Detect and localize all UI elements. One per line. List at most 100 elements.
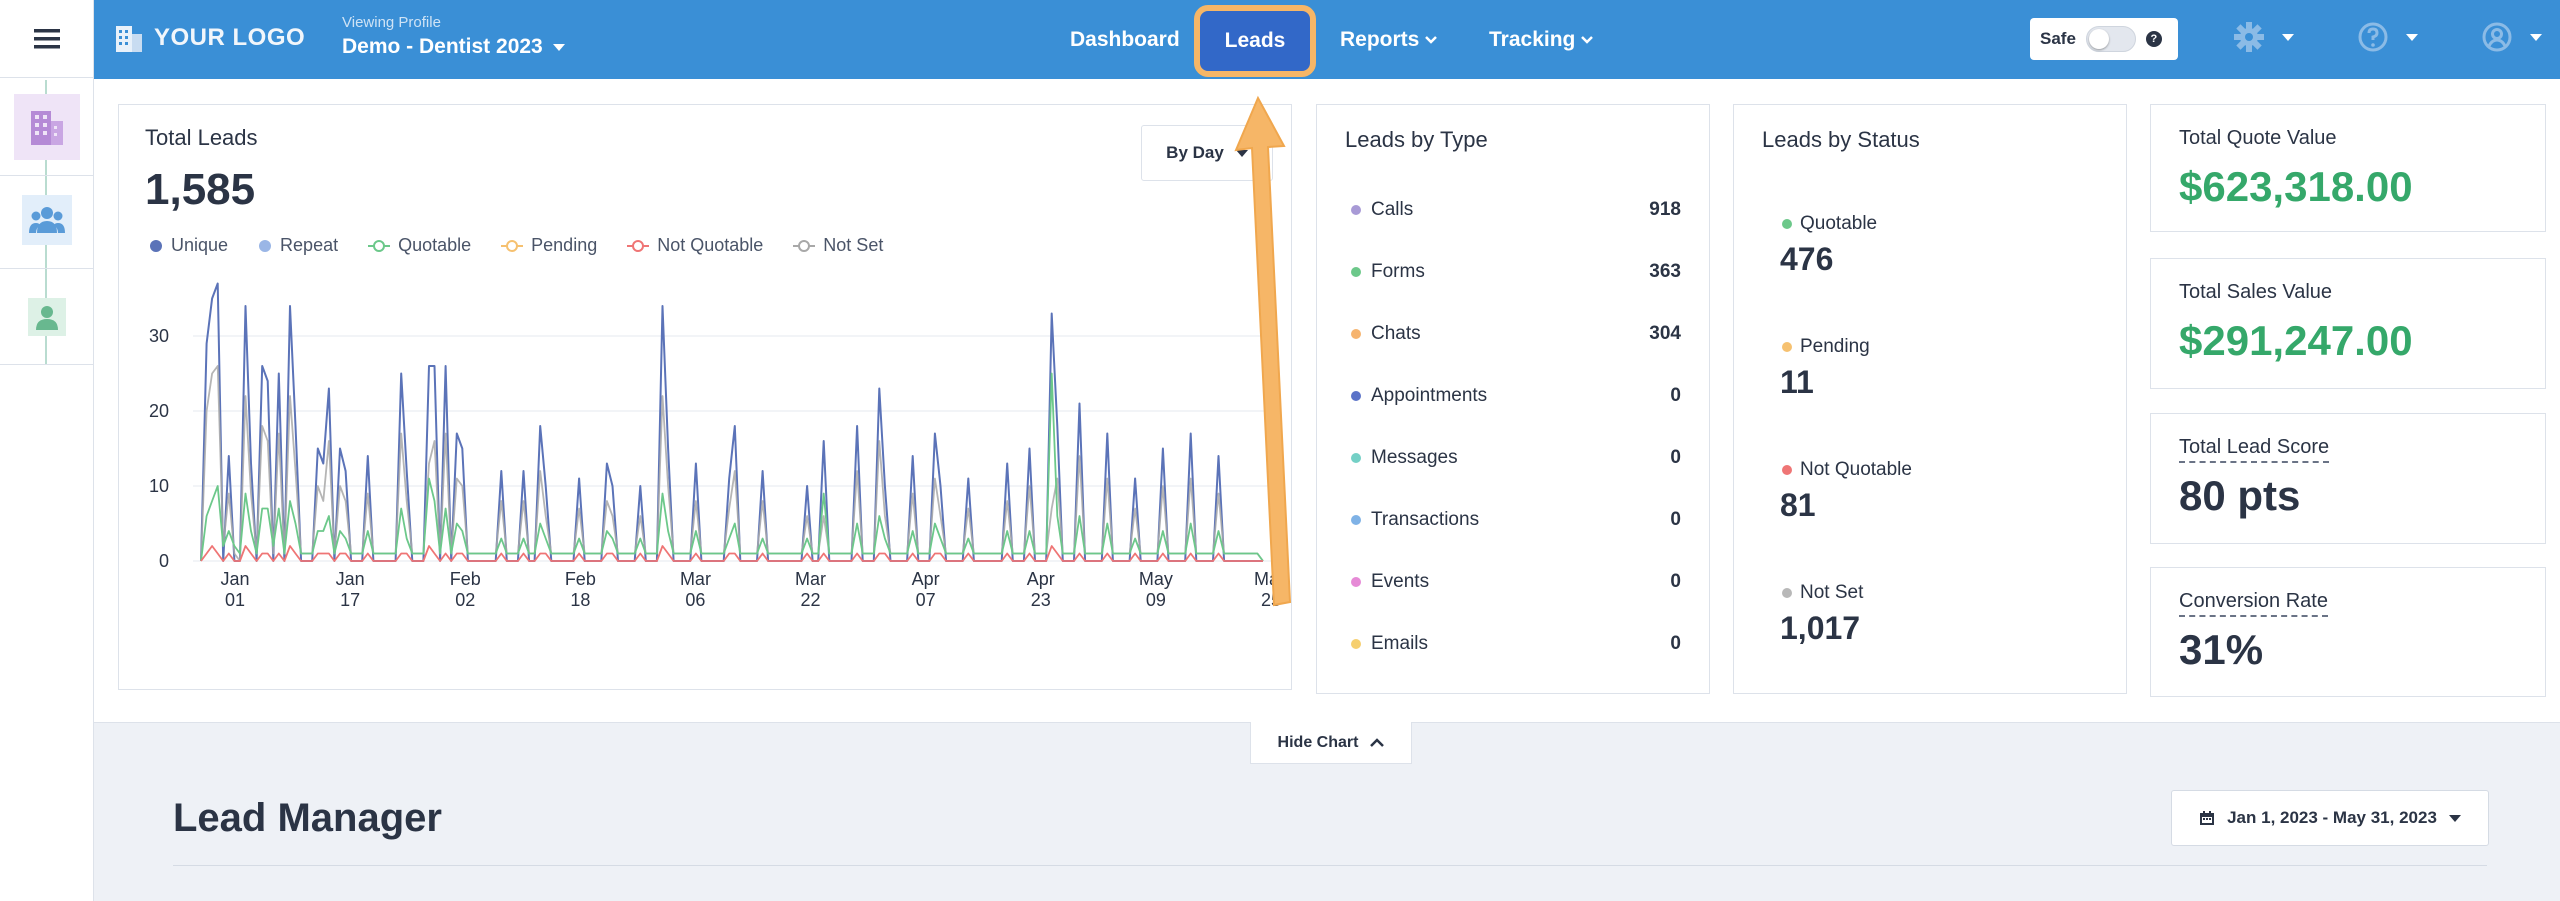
legend-item-unique[interactable]: Unique (149, 235, 228, 256)
x-tick-month: Jan (220, 569, 249, 589)
x-tick-month: Feb (565, 569, 596, 589)
status-dot (1351, 205, 1361, 215)
caret-down-icon (2530, 33, 2542, 41)
logo[interactable]: YOUR LOGO (114, 22, 305, 54)
total-leads-card: Total Leads 1,585 By Day Unique Repeat Q… (118, 104, 1292, 690)
nav-tracking[interactable]: Tracking (1489, 0, 1594, 79)
date-range-label: Jan 1, 2023 - May 31, 2023 (2227, 808, 2437, 827)
top-navigation-bar: YOUR LOGO Viewing Profile Demo - Dentist… (94, 0, 2560, 79)
status-dot (1351, 577, 1361, 587)
total-leads-title: Total Leads (145, 125, 258, 150)
legend-item-not-set[interactable]: Not Set (793, 235, 883, 256)
kpi-value: 80 pts (2179, 472, 2301, 519)
x-tick-day: 22 (801, 590, 821, 610)
legend-item-quotable[interactable]: Quotable (368, 235, 471, 256)
legend-item-pending[interactable]: Pending (501, 235, 597, 256)
sidebar-item-groups[interactable] (14, 187, 80, 253)
legend-marker (368, 239, 391, 252)
person-icon (36, 306, 58, 330)
chevron-up-icon (1370, 737, 1385, 747)
period-selector[interactable]: By Day (1141, 125, 1273, 181)
chevron-down-icon (1425, 35, 1438, 44)
x-tick-day: 09 (1146, 590, 1166, 610)
safe-label: Safe (2040, 29, 2076, 48)
type-label: Emails (1371, 633, 1429, 654)
hamburger-icon (34, 28, 60, 48)
status-pending[interactable]: Pending 11 (1780, 336, 1870, 401)
kpi-title[interactable]: Total Lead Score (2179, 436, 2330, 463)
sidebar-divider (0, 364, 94, 365)
kpi-title[interactable]: Conversion Rate (2179, 590, 2328, 617)
type-label: Transactions (1371, 509, 1480, 530)
total-leads-chart: 403020100Jan01Jan17Feb02Feb18Mar06Mar22A… (149, 282, 1288, 610)
legend-marker (793, 239, 816, 252)
nav-reports-label: Reports (1340, 27, 1420, 51)
user-menu[interactable] (2480, 20, 2542, 54)
group-icon (29, 207, 65, 233)
legend-marker (501, 239, 524, 252)
date-range-picker[interactable]: Jan 1, 2023 - May 31, 2023 (2171, 790, 2489, 846)
help-icon[interactable]: ? (2145, 31, 2162, 47)
type-label: Calls (1371, 199, 1414, 220)
x-tick-day: 06 (685, 590, 705, 610)
type-label: Appointments (1371, 385, 1488, 406)
status-value: 81 (1780, 487, 1816, 523)
profile-name-text: Demo - Dentist 2023 (342, 35, 543, 58)
sidebar-divider (0, 175, 94, 176)
settings-menu[interactable] (2232, 20, 2294, 54)
y-tick-label: 30 (149, 326, 169, 346)
sidebar-item-business[interactable] (14, 94, 80, 160)
caret-down-icon (2282, 33, 2294, 41)
safe-mode-toggle[interactable]: Safe ? (2030, 18, 2178, 60)
series-line-not-quotable (200, 545, 1263, 562)
x-tick-month: Feb (450, 569, 481, 589)
x-tick-month: Apr (1027, 569, 1055, 589)
gear-icon (2234, 22, 2264, 52)
caret-down-icon (2448, 814, 2461, 822)
x-tick-day: 18 (570, 590, 590, 610)
menu-button[interactable] (0, 0, 94, 78)
user-circle-icon (2482, 22, 2512, 52)
x-tick-day: 02 (455, 590, 475, 610)
kpi-title: Total Quote Value (2179, 127, 2337, 149)
type-row-appointments[interactable]: Appointments 0 (1351, 385, 1681, 407)
status-not-quotable[interactable]: Not Quotable 81 (1780, 459, 1912, 524)
type-row-events[interactable]: Events 0 (1351, 571, 1681, 593)
lead-manager-divider (173, 865, 2487, 866)
legend-item-not-quotable[interactable]: Not Quotable (627, 235, 763, 256)
legend-item-repeat[interactable]: Repeat (258, 235, 338, 256)
help-menu[interactable] (2356, 20, 2418, 54)
type-row-chats[interactable]: Chats 304 (1351, 323, 1681, 345)
toggle-knob (2088, 29, 2109, 49)
type-row-messages[interactable]: Messages 0 (1351, 447, 1681, 469)
type-row-calls[interactable]: Calls 918 (1351, 199, 1681, 221)
nav-dashboard[interactable]: Dashboard (1070, 0, 1180, 79)
toggle-switch[interactable] (2085, 26, 2136, 52)
caret-down-icon (1235, 149, 1248, 157)
x-tick-month: Apr (912, 569, 940, 589)
nav-dashboard-label: Dashboard (1070, 27, 1180, 51)
hide-chart-button[interactable]: Hide Chart (1250, 722, 1412, 764)
type-label: Messages (1371, 447, 1458, 468)
caret-down-icon (2406, 33, 2418, 41)
type-row-forms[interactable]: Forms 363 (1351, 261, 1681, 283)
nav-reports[interactable]: Reports (1340, 0, 1438, 79)
period-selector-label: By Day (1166, 143, 1224, 162)
x-tick-month: May (1139, 569, 1173, 589)
nav-leads[interactable]: Leads (1194, 5, 1316, 77)
profile-switcher[interactable]: Viewing Profile Demo - Dentist 2023 (342, 14, 565, 59)
series-line-quotable (200, 372, 1264, 562)
status-not-set[interactable]: Not Set 1,017 (1780, 582, 1863, 647)
legend-label: Quotable (398, 235, 472, 255)
type-row-transactions[interactable]: Transactions 0 (1351, 509, 1681, 531)
profile-name[interactable]: Demo - Dentist 2023 (342, 35, 565, 59)
sidebar-item-person[interactable] (14, 284, 80, 350)
type-row-emails[interactable]: Emails 0 (1351, 633, 1681, 655)
kpi-value: $291,247.00 (2179, 317, 2413, 364)
status-dot (1782, 465, 1792, 475)
type-value: 363 (1649, 261, 1681, 282)
profile-caption: Viewing Profile (342, 14, 441, 31)
status-dot (1351, 453, 1361, 463)
status-quotable[interactable]: Quotable 476 (1780, 213, 1877, 278)
nav-leads-label: Leads (1224, 29, 1286, 52)
